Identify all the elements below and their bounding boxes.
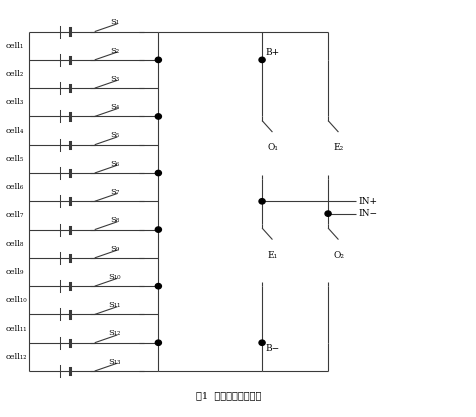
Circle shape bbox=[155, 227, 161, 232]
Text: S₈: S₈ bbox=[110, 216, 119, 224]
Circle shape bbox=[155, 170, 161, 176]
Text: cell₇: cell₇ bbox=[6, 211, 24, 219]
Circle shape bbox=[258, 57, 265, 63]
Circle shape bbox=[155, 57, 161, 63]
Text: S₁: S₁ bbox=[110, 18, 119, 26]
Text: cell₄: cell₄ bbox=[6, 127, 24, 135]
Text: O₂: O₂ bbox=[333, 251, 344, 259]
Text: cell₆: cell₆ bbox=[6, 183, 24, 191]
Circle shape bbox=[258, 198, 265, 204]
Text: cell₃: cell₃ bbox=[6, 98, 24, 106]
Circle shape bbox=[155, 340, 161, 345]
Circle shape bbox=[258, 340, 265, 345]
Text: O₁: O₁ bbox=[267, 143, 278, 152]
Text: 图1  单体电压巡检原理: 图1 单体电压巡检原理 bbox=[196, 391, 261, 400]
Text: cell₁: cell₁ bbox=[6, 42, 24, 50]
Circle shape bbox=[155, 284, 161, 289]
Text: S₁₃: S₁₃ bbox=[109, 358, 121, 366]
Text: cell₁₀: cell₁₀ bbox=[6, 296, 27, 304]
Text: cell₉: cell₉ bbox=[6, 268, 24, 276]
Text: S₃: S₃ bbox=[110, 75, 119, 83]
Text: B−: B− bbox=[265, 344, 279, 353]
Text: S₁₀: S₁₀ bbox=[108, 273, 121, 281]
Text: E₂: E₂ bbox=[333, 143, 343, 152]
Text: IN−: IN− bbox=[358, 209, 377, 218]
Text: S₂: S₂ bbox=[110, 47, 119, 55]
Text: cell₁₁: cell₁₁ bbox=[6, 324, 27, 333]
Circle shape bbox=[324, 211, 330, 216]
Text: S₄: S₄ bbox=[110, 103, 119, 111]
Text: S₇: S₇ bbox=[110, 188, 119, 196]
Text: cell₈: cell₈ bbox=[6, 240, 24, 248]
Text: cell₂: cell₂ bbox=[6, 70, 24, 78]
Text: S₉: S₉ bbox=[110, 244, 119, 253]
Text: cell₅: cell₅ bbox=[6, 155, 24, 163]
Text: IN+: IN+ bbox=[358, 197, 377, 206]
Text: cell₁₂: cell₁₂ bbox=[6, 353, 27, 361]
Text: S₁₁: S₁₁ bbox=[109, 301, 121, 309]
Text: B+: B+ bbox=[265, 48, 279, 57]
Text: S₁₂: S₁₂ bbox=[109, 329, 121, 337]
Circle shape bbox=[155, 114, 161, 119]
Text: E₁: E₁ bbox=[267, 251, 278, 259]
Text: S₅: S₅ bbox=[110, 131, 119, 139]
Text: S₆: S₆ bbox=[110, 160, 119, 168]
